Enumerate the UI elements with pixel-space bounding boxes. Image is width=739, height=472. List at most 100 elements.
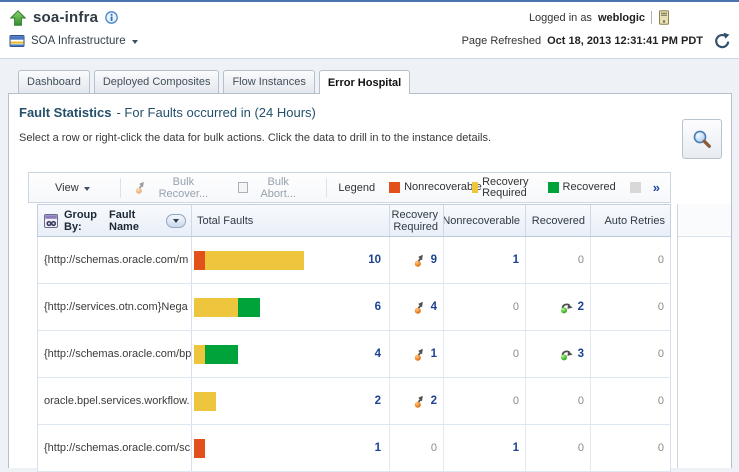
bar-segment-recovery_required[interactable] [194, 344, 205, 364]
total-faults-cell: 6 [192, 284, 390, 330]
nonrecoverable-cell: 0 [444, 331, 526, 377]
tab-bar: Dashboard Deployed Composites Flow Insta… [8, 70, 732, 94]
info-icon[interactable] [105, 11, 118, 24]
total-faults-value[interactable]: 4 [374, 348, 381, 360]
toolbar-overflow-button[interactable]: » [652, 180, 660, 195]
legend-items: Nonrecoverable Recovery Required Recovered [375, 176, 641, 199]
fault-name-cell: {http://schemas.oracle.com/bp [38, 331, 192, 377]
auto-retries-value: 0 [657, 254, 664, 266]
fault-bar[interactable] [194, 297, 260, 317]
bar-segment-recovery_required[interactable] [194, 391, 216, 411]
context-menu-soa-infrastructure[interactable]: SOA Infrastructure [9, 33, 138, 49]
tab-flow-instances[interactable]: Flow Instances [223, 70, 315, 93]
instruction-text: Select a row or right-click the data for… [19, 132, 492, 144]
logged-in-user: weblogic [597, 11, 645, 24]
recovery-required-cell: 2 [390, 378, 444, 424]
table-row[interactable]: {http://schemas.oracle.com/bp 4 1 0 3 0 [38, 331, 670, 378]
tab-error-hospital[interactable]: Error Hospital [318, 70, 411, 94]
recovered-cell: 3 [526, 331, 591, 377]
tab-dashboard[interactable]: Dashboard [18, 70, 90, 93]
toolbar-divider [325, 177, 327, 198]
column-header-fault-name: Group By: Fault Name [38, 205, 192, 236]
auto-retries-cell: 0 [591, 378, 670, 424]
auto-retries-cell: 0 [591, 425, 670, 471]
refresh-icon [713, 32, 730, 49]
total-faults-value[interactable]: 1 [374, 442, 381, 454]
recovery-required-value[interactable]: 4 [430, 301, 437, 313]
fault-name-cell: oracle.bpel.services.workflow. [38, 378, 192, 424]
recovered-value[interactable]: 3 [577, 348, 584, 360]
total-faults-value[interactable]: 10 [368, 254, 381, 266]
nonrecoverable-value[interactable]: 1 [512, 442, 519, 454]
bar-segment-recovered[interactable] [238, 297, 260, 317]
fault-name-cell: {http://schemas.oracle.com/m [38, 237, 192, 283]
table-toolbar: View Bulk Recover... Bulk Abort... Legen… [28, 172, 671, 203]
legend-item: Nonrecoverable [389, 182, 482, 193]
bar-segment-recovery_required[interactable] [205, 250, 304, 270]
recovery-required-value[interactable]: 1 [430, 348, 437, 360]
refresh-prefix: Page Refreshed [461, 34, 542, 47]
total-faults-cell: 2 [192, 378, 390, 424]
refresh-button[interactable] [713, 32, 730, 49]
bar-segment-nonrecoverable[interactable] [194, 250, 205, 270]
fault-bar[interactable] [194, 391, 216, 411]
view-menu-button[interactable]: View [55, 182, 90, 194]
legend-swatch-icon [472, 182, 479, 193]
recovered-cell: 0 [526, 425, 591, 471]
auto-retries-value: 0 [657, 301, 664, 313]
recovery-required-cell: 4 [390, 284, 444, 330]
table-row[interactable]: oracle.bpel.services.workflow. 2 2 0 0 0 [38, 378, 670, 425]
table-row[interactable]: {http://schemas.oracle.com/sc 1 0 1 0 0 [38, 425, 670, 472]
recovery-up-arrow-icon [414, 254, 427, 267]
page-title: soa-infra [33, 9, 99, 26]
table-row[interactable]: {http://services.otn.com}Nega 6 4 0 2 0 [38, 284, 670, 331]
home-up-arrow-icon[interactable] [10, 9, 26, 26]
fault-bar[interactable] [194, 344, 238, 364]
total-faults-value[interactable]: 2 [374, 395, 381, 407]
abort-square-icon [238, 182, 248, 193]
legend-item [629, 182, 641, 193]
auto-retries-cell: 0 [591, 331, 670, 377]
host-icon [658, 10, 670, 25]
recovered-right-arrow-icon [560, 301, 574, 314]
fault-bar[interactable] [194, 250, 304, 270]
column-header-recovery-required: Recovery Required [390, 205, 444, 236]
recovery-required-cell: 0 [390, 425, 444, 471]
refresh-timestamp: Oct 18, 2013 12:31:41 PM PDT [547, 34, 703, 47]
view-menu-label: View [55, 181, 79, 194]
recovered-value[interactable]: 2 [577, 301, 584, 313]
recovery-required-value[interactable]: 9 [430, 254, 437, 266]
table-filler-header [678, 204, 731, 237]
table-body: {http://schemas.oracle.com/m 10 9 1 0 0 {http:… [37, 237, 671, 472]
group-by-dropdown-button[interactable] [166, 213, 186, 228]
search-button[interactable] [682, 119, 722, 159]
legend-item: Recovery Required [472, 176, 533, 199]
total-faults-cell: 1 [192, 425, 390, 471]
table-row[interactable]: {http://schemas.oracle.com/m 10 9 1 0 0 [38, 237, 670, 284]
bar-segment-recovered[interactable] [205, 344, 238, 364]
fault-bar[interactable] [194, 438, 205, 458]
query-group-icon [43, 213, 59, 229]
soa-infrastructure-icon [9, 33, 25, 49]
fault-name-cell: {http://services.otn.com}Nega [38, 284, 192, 330]
total-faults-value[interactable]: 6 [374, 301, 381, 313]
bar-segment-nonrecoverable[interactable] [194, 438, 205, 458]
nonrecoverable-value[interactable]: 1 [512, 254, 519, 266]
group-by-label: Group By: [64, 208, 97, 233]
recovery-required-value[interactable]: 2 [430, 395, 437, 407]
nonrecoverable-value: 0 [512, 395, 519, 407]
recovered-value: 0 [577, 254, 584, 266]
bar-segment-recovery_required[interactable] [194, 297, 238, 317]
auto-retries-value: 0 [657, 395, 664, 407]
recovered-cell: 0 [526, 237, 591, 283]
recovery-up-arrow-icon [414, 348, 427, 361]
recovered-value: 0 [577, 442, 584, 454]
column-header-recovered: Recovered [526, 205, 591, 236]
bulk-recover-button[interactable]: Bulk Recover... [135, 176, 215, 200]
tab-deployed-composites[interactable]: Deployed Composites [93, 70, 220, 93]
legend-label: Legend [338, 181, 376, 194]
recover-up-arrow-icon [135, 181, 148, 194]
bulk-abort-button[interactable]: Bulk Abort... [238, 176, 303, 200]
chevron-down-icon [173, 219, 179, 223]
magnifier-icon [692, 129, 712, 149]
